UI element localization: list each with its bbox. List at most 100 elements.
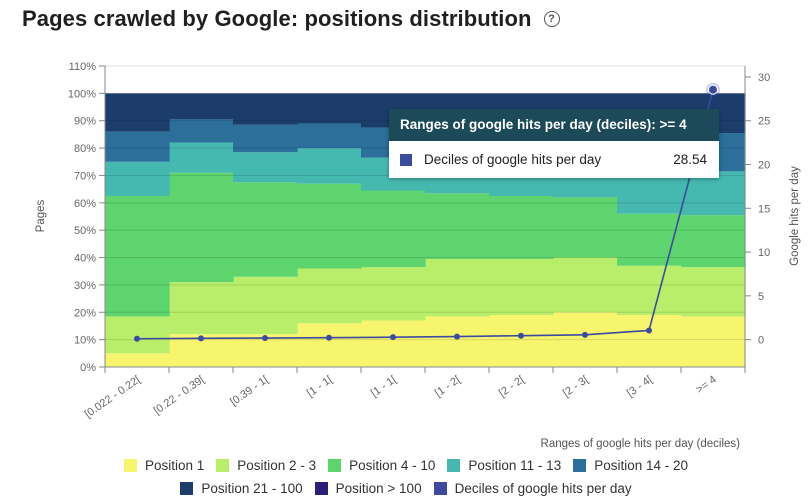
line-point-2[interactable]	[198, 335, 204, 342]
y-tick-label: 110%	[69, 61, 97, 73]
y-tick-label: 20%	[74, 307, 96, 319]
x-tick-label: [0.39 - 1[	[228, 374, 270, 409]
area-segment-2-5[interactable]	[361, 267, 426, 321]
tooltip-series-name: Deciles of google hits per day	[424, 152, 602, 167]
area-segment-2-10[interactable]	[681, 267, 746, 317]
area-segment-2-4[interactable]	[297, 268, 362, 324]
y2-axis-title: Google hits per day	[789, 166, 801, 266]
y-axis-left: 0% 10% 20% 30% 40% 50% 60% 70% 80% 90% 100% 110%	[68, 61, 106, 374]
area-segment-3-10[interactable]	[681, 215, 746, 268]
area-segment-1-6[interactable]	[425, 316, 490, 367]
legend-item[interactable]: Position 1	[123, 458, 204, 473]
y2-tick-label: 0	[758, 335, 764, 347]
legend-item[interactable]: Position 21 - 100	[180, 481, 303, 496]
area-segment-4-2[interactable]	[169, 142, 234, 173]
legend-item[interactable]: Position > 100	[314, 481, 422, 496]
area-segment-3-4[interactable]	[297, 183, 362, 269]
y2-tick-label: 10	[758, 247, 770, 259]
area-segment-6-3[interactable]	[233, 93, 298, 125]
area-segment-3-8[interactable]	[553, 197, 618, 258]
area-segment-2-7[interactable]	[489, 258, 554, 316]
legend-item[interactable]: Position 2 - 3	[216, 458, 316, 473]
area-segment-5-3[interactable]	[233, 124, 298, 153]
area-segment-3-2[interactable]	[169, 172, 234, 283]
line-point-3[interactable]	[262, 335, 268, 342]
legend-item[interactable]: Deciles of google hits per day	[433, 481, 632, 496]
area-segment-3-9[interactable]	[617, 213, 682, 266]
area-segment-3-3[interactable]	[233, 182, 298, 277]
legend-item[interactable]: Position 11 - 13	[447, 458, 561, 473]
legend-label: Position 14 - 20	[594, 458, 689, 473]
legend-label: Position 21 - 100	[201, 481, 303, 496]
line-point-10[interactable]	[708, 84, 718, 95]
area-segment-1-4[interactable]	[297, 323, 362, 367]
area-segment-1-1[interactable]	[105, 353, 170, 367]
area-segment-3-7[interactable]	[489, 195, 554, 259]
line-series	[134, 82, 720, 342]
page-title: Pages crawled by Google: positions distr…	[22, 6, 560, 32]
area-segment-4-1[interactable]	[105, 161, 170, 196]
area-segment-6-1[interactable]	[105, 93, 170, 132]
area-segment-2-6[interactable]	[425, 258, 490, 317]
area-segment-2-9[interactable]	[617, 265, 682, 316]
area-segment-6-2[interactable]	[169, 93, 234, 120]
x-tick-label: >= 4	[694, 374, 719, 396]
area-segment-6-4[interactable]	[297, 93, 362, 124]
legend-swatch	[216, 459, 230, 472]
x-axis-title: Ranges of google hits per day (deciles)	[541, 438, 741, 450]
area-segment-5-4[interactable]	[297, 123, 362, 149]
y2-tick-label: 30	[758, 72, 770, 84]
legend-swatch	[433, 482, 447, 495]
legend-swatch	[180, 482, 194, 495]
y2-tick-label: 25	[758, 116, 770, 128]
legend-swatch	[447, 459, 461, 472]
line-point-9[interactable]	[646, 327, 652, 334]
area-segment-1-5[interactable]	[361, 320, 426, 367]
line-point-1[interactable]	[134, 335, 140, 342]
y-tick-label: 80%	[74, 143, 96, 155]
legend-item[interactable]: Position 14 - 20	[573, 458, 688, 473]
area-segment-2-8[interactable]	[553, 257, 618, 313]
y-tick-label: 10%	[74, 335, 96, 347]
legend-label: Deciles of google hits per day	[454, 481, 632, 496]
y-tick-label: 50%	[74, 225, 96, 237]
legend-swatch	[314, 482, 328, 495]
area-segment-4-9[interactable]	[617, 172, 682, 214]
x-tick-label: [1 - 1[	[305, 374, 335, 400]
help-icon[interactable]: ?	[543, 11, 560, 27]
legend-item[interactable]: Position 4 - 10	[328, 458, 435, 473]
line-point-7[interactable]	[518, 332, 524, 339]
tooltip-value: 28.54	[673, 152, 707, 167]
x-axis: [0.022 - 0.22[[0.22 - 0.39[[0.39 - 1[[1 …	[83, 366, 746, 421]
area-segment-5-2[interactable]	[169, 119, 234, 143]
y-tick-label: 60%	[74, 198, 96, 210]
area-segment-1-7[interactable]	[489, 315, 554, 367]
chart-title: Pages crawled by Google: positions distr…	[22, 6, 532, 31]
line-point-5[interactable]	[390, 334, 396, 341]
legend-swatch	[328, 459, 342, 472]
line-point-6[interactable]	[454, 333, 460, 340]
area-segment-2-1[interactable]	[105, 316, 170, 354]
line-point-4[interactable]	[326, 334, 332, 341]
legend-swatch	[123, 459, 137, 472]
area-segment-1-8[interactable]	[553, 312, 618, 367]
legend-label: Position 4 - 10	[349, 458, 436, 473]
area-segment-2-2[interactable]	[169, 282, 234, 335]
area-segment-4-10[interactable]	[681, 171, 746, 216]
legend-label: Position 2 - 3	[237, 458, 317, 473]
area-segment-4-4[interactable]	[297, 148, 362, 184]
tooltip-header: Ranges of google hits per day (deciles):…	[389, 109, 719, 141]
line-point-8[interactable]	[582, 331, 588, 338]
area-segment-2-3[interactable]	[233, 276, 298, 335]
area-segment-3-5[interactable]	[361, 190, 426, 268]
area-segment-3-6[interactable]	[425, 193, 490, 259]
y-tick-label: 90%	[74, 116, 96, 128]
chart-tooltip: Ranges of google hits per day (deciles):…	[389, 109, 719, 178]
area-segment-1-9[interactable]	[617, 315, 682, 367]
area-segment-1-10[interactable]	[681, 316, 746, 367]
area-segment-5-1[interactable]	[105, 131, 170, 162]
area-segment-3-1[interactable]	[105, 195, 170, 317]
tooltip-row: Deciles of google hits per day 28.54	[389, 141, 719, 178]
area-segment-4-3[interactable]	[233, 152, 298, 183]
